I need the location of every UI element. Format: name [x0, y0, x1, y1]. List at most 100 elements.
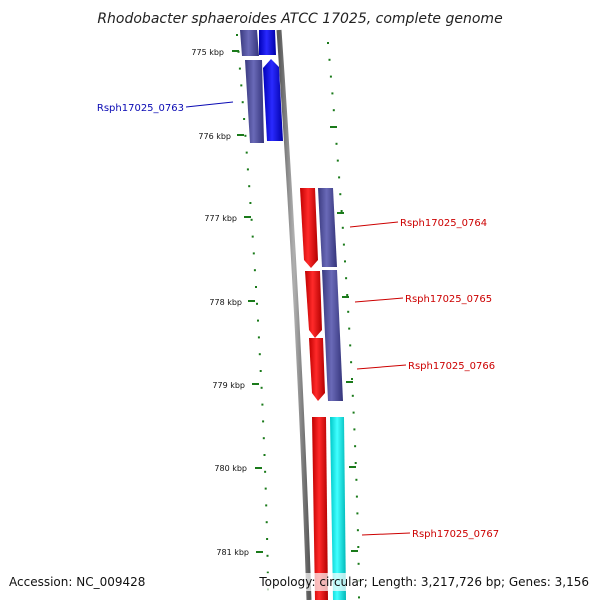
orf-feature	[240, 30, 259, 56]
tick-mark	[244, 216, 251, 218]
gene-labels: Rsph17025_0763 Rsph17025_0764 Rsph17025_…	[97, 101, 499, 540]
minor-tick	[257, 336, 260, 339]
minor-tick	[349, 344, 352, 347]
minor-tick	[357, 546, 360, 548]
minor-tick	[358, 596, 360, 599]
tick-mark	[351, 550, 358, 552]
minor-tick	[262, 437, 265, 440]
minor-tick	[258, 353, 261, 356]
cds-feature-0763[interactable]	[263, 59, 283, 141]
minor-tick	[250, 218, 253, 221]
minor-tick	[266, 538, 269, 540]
minor-tick	[241, 101, 244, 104]
minor-tick	[331, 92, 334, 95]
minor-tick	[332, 109, 335, 112]
leader-line	[361, 532, 411, 536]
minor-tick	[355, 478, 358, 481]
minor-tick	[338, 176, 341, 179]
cds-feature-0765[interactable]	[305, 271, 322, 338]
leader-line	[185, 101, 234, 108]
minor-tick	[346, 294, 349, 296]
gene-label-0765[interactable]: Rsph17025_0765	[405, 294, 492, 305]
minor-tick	[342, 243, 345, 246]
tick-label: 778 kbp	[209, 298, 242, 307]
minor-tick	[246, 168, 249, 171]
minor-tick	[240, 84, 243, 87]
minor-tick	[328, 58, 331, 61]
tick-label: 777 kbp	[204, 214, 237, 223]
leader-line	[349, 221, 399, 228]
minor-tick	[327, 42, 329, 44]
tick-label: 779 kbp	[212, 381, 245, 390]
minor-tick	[265, 504, 268, 507]
minor-tick	[255, 286, 257, 288]
tick-mark	[342, 296, 349, 298]
minor-tick	[348, 327, 351, 330]
minor-tick	[264, 487, 267, 490]
footer-bg	[258, 573, 600, 591]
minor-tick	[354, 462, 357, 464]
minor-tick	[341, 226, 344, 229]
minor-tick	[350, 361, 353, 364]
minor-tick	[355, 495, 358, 498]
minor-tick	[245, 151, 248, 154]
tick-marks	[232, 50, 358, 553]
accession-text: Accession: NC_009428	[9, 575, 145, 589]
minor-tick	[243, 118, 246, 120]
minor-tick	[345, 277, 348, 280]
gene-label-0767[interactable]: Rsph17025_0767	[412, 529, 499, 540]
minor-tick	[356, 512, 359, 515]
tick-track-outer	[327, 42, 360, 599]
minor-tick	[264, 470, 267, 473]
tick-mark	[349, 466, 356, 468]
gene-label-0763[interactable]: Rsph17025_0763	[97, 103, 184, 114]
gene-label-0766[interactable]: Rsph17025_0766	[408, 361, 495, 372]
tick-mark	[255, 467, 262, 469]
map-title: Rhodobacter sphaeroides ATCC 17025, comp…	[97, 11, 502, 27]
minor-tick	[236, 34, 238, 36]
tick-mark	[237, 134, 244, 136]
tick-labels: 775 kbp 776 kbp 777 kbp 778 kbp 779 kbp …	[191, 48, 249, 557]
minor-tick	[356, 529, 359, 532]
tick-mark	[337, 212, 344, 214]
cds-feature-0763[interactable]	[259, 30, 276, 55]
minor-tick	[253, 269, 256, 272]
gene-label-0764[interactable]: Rsph17025_0764	[400, 218, 487, 229]
minor-tick	[266, 554, 269, 557]
tick-label: 776 kbp	[198, 132, 231, 141]
minor-tick	[265, 521, 268, 524]
minor-tick	[357, 562, 360, 565]
tick-mark	[256, 551, 263, 553]
minor-tick	[251, 235, 254, 238]
tick-mark	[252, 383, 259, 385]
cds-feature-0766[interactable]	[309, 338, 325, 401]
minor-tick	[260, 386, 263, 389]
minor-tick	[352, 411, 355, 414]
outer-ring-features	[300, 188, 346, 600]
genome-backbone	[276, 29, 312, 600]
minor-tick	[248, 185, 251, 188]
genome-summary-text: Topology: circular; Length: 3,217,726 bp…	[258, 575, 589, 589]
cds-feature-0767[interactable]	[312, 417, 328, 600]
cds-feature-0764[interactable]	[300, 188, 318, 268]
tick-label: 775 kbp	[191, 48, 224, 57]
minor-tick	[256, 302, 258, 305]
minor-tick	[266, 571, 269, 574]
leader-line	[356, 364, 407, 370]
minor-tick	[353, 428, 356, 431]
minor-tick	[335, 142, 338, 145]
minor-tick	[351, 378, 353, 380]
leader-line	[354, 297, 404, 303]
minor-tick	[354, 445, 357, 448]
minor-tick	[347, 310, 350, 313]
tick-mark	[330, 126, 337, 128]
minor-tick	[238, 67, 241, 70]
minor-tick	[339, 193, 342, 196]
orf-feature	[322, 270, 343, 401]
minor-tick	[259, 370, 262, 372]
minor-tick	[340, 210, 343, 212]
tick-mark	[232, 50, 239, 52]
minor-tick	[261, 403, 264, 406]
tick-mark	[346, 381, 353, 383]
